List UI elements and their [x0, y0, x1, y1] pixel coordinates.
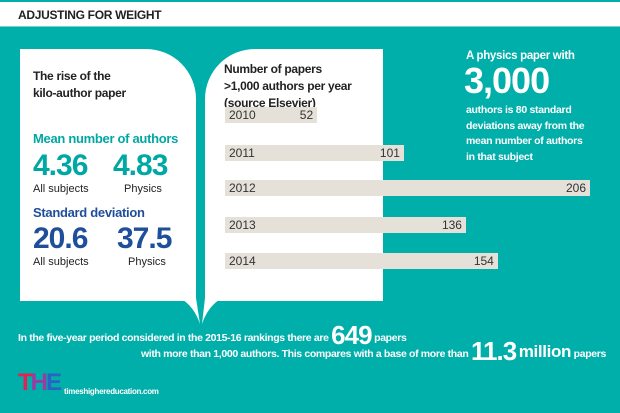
stats-title: The rise of the kilo-author paper [33, 69, 126, 100]
callout-number: 3,000 [464, 60, 550, 101]
mean-all-value: 4.36 [33, 149, 88, 182]
mean-label: Mean number of authors [33, 131, 179, 146]
year-label: 2012 [229, 181, 256, 195]
brand-url[interactable]: timeshighereducation.com [64, 387, 159, 396]
value-label: 101 [379, 146, 400, 160]
mean-physics-label: Physics [124, 183, 162, 195]
mean-physics-value: 4.83 [113, 149, 168, 182]
base-count: 11.3 [471, 336, 517, 366]
year-label: 2010 [229, 108, 256, 122]
header-bar: ADJUSTING FOR WEIGHT [0, 2, 620, 27]
mean-all-label: All subjects [33, 183, 89, 195]
bar-2012 [225, 180, 590, 196]
callout-text: authors is 80 standard deviations away fr… [466, 104, 585, 163]
sd-physics-value: 37.5 [117, 222, 172, 255]
sd-label: Standard deviation [33, 205, 145, 220]
year-label: 2013 [229, 218, 256, 232]
sd-all-value: 20.6 [33, 222, 88, 255]
value-label: 52 [299, 108, 314, 122]
year-label: 2011 [229, 146, 255, 160]
header-title: ADJUSTING FOR WEIGHT [18, 8, 162, 22]
bar-2014 [225, 253, 498, 269]
chart-title: Number of papers >1,000 authors per year(… [224, 62, 352, 110]
value-label: 206 [565, 181, 586, 195]
callout-line: A physics paper with [466, 50, 575, 62]
bar-2013 [225, 217, 466, 233]
sd-all-label: All subjects [33, 256, 89, 268]
papers-count: 649 [331, 320, 372, 350]
footer-line2: with more than 1,000 authors. This compa… [140, 336, 606, 366]
card-tail [202, 298, 222, 324]
footer-line1: In the five-year period considered in th… [18, 320, 407, 350]
sd-physics-label: Physics [128, 256, 166, 268]
stats-card [20, 49, 196, 301]
value-label: 154 [473, 254, 494, 268]
bar-2011 [225, 145, 404, 161]
year-label: 2014 [229, 254, 256, 268]
value-label: 136 [441, 218, 462, 232]
card-tail [180, 298, 200, 324]
the-logo: THE [18, 369, 62, 396]
bar-2010 [225, 107, 318, 123]
